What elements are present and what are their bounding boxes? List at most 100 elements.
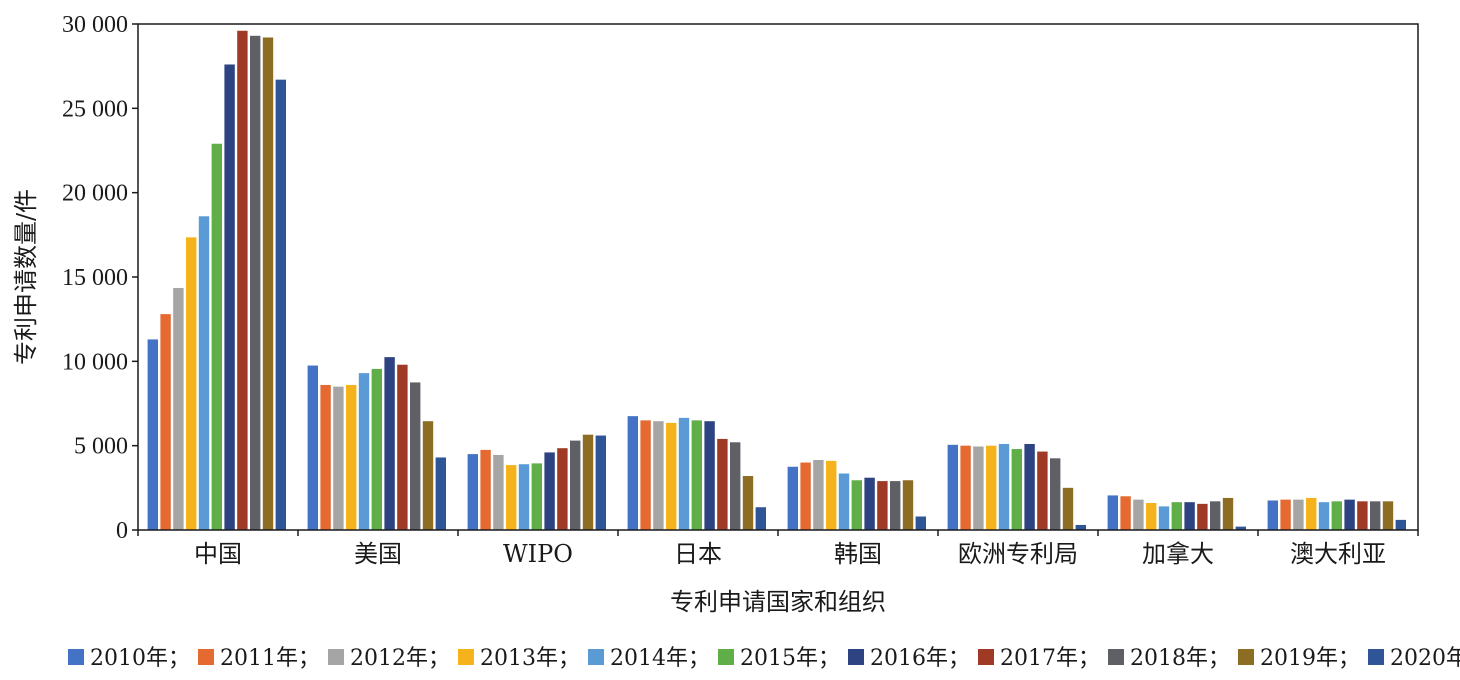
bar	[1280, 499, 1291, 530]
bar	[211, 143, 222, 530]
bar	[653, 421, 664, 530]
bar	[1382, 501, 1394, 530]
bar	[544, 452, 555, 530]
x-tick-label: 韩国	[834, 540, 882, 568]
bar	[704, 421, 715, 530]
bar	[480, 449, 491, 530]
bar	[800, 462, 811, 530]
y-tick-label: 15 000	[62, 265, 128, 291]
bar	[467, 454, 478, 530]
bar	[826, 460, 837, 530]
bar	[691, 420, 702, 530]
x-tick-label: 欧洲专利局	[958, 540, 1078, 568]
bar	[224, 64, 235, 530]
legend-label: 2018年；	[1130, 646, 1230, 671]
bar	[1011, 449, 1022, 530]
legend-label: 2012年；	[350, 646, 450, 671]
bar	[1293, 499, 1304, 530]
bars-group	[147, 30, 1406, 531]
legend: 2010年； 2011年； 2012年； 2013年； 2014年； 2015年； 2016…	[68, 646, 1460, 671]
bar	[813, 460, 824, 530]
bar	[435, 457, 446, 530]
bar	[851, 480, 862, 530]
bar	[1158, 506, 1170, 530]
bar	[147, 339, 158, 530]
y-tick-label: 10 000	[62, 349, 128, 375]
legend-swatch	[1108, 649, 1124, 665]
bar	[890, 481, 901, 530]
bar	[986, 445, 997, 530]
bar	[1024, 443, 1035, 530]
bar	[1210, 501, 1221, 530]
bar	[320, 384, 331, 530]
bar	[960, 445, 971, 530]
legend-label: 2013年；	[480, 646, 580, 671]
bar	[371, 368, 382, 530]
bar	[397, 364, 408, 530]
bar	[742, 476, 754, 530]
bar	[582, 434, 594, 530]
y-tick-label: 0	[116, 518, 128, 544]
legend-label: 2019年；	[1260, 646, 1360, 671]
bar	[173, 287, 184, 530]
legend-swatch	[1368, 649, 1384, 665]
x-axis: 中国 美国 WIPO 日本 韩国 欧洲专利局 加拿大 澳大利亚	[137, 530, 1419, 568]
bar	[973, 446, 984, 530]
x-axis-title: 专利申请国家和组织	[670, 588, 886, 616]
bar	[717, 438, 728, 530]
legend-swatch	[198, 649, 214, 665]
legend-label: 2015年；	[740, 646, 840, 671]
bar	[1235, 526, 1246, 530]
x-tick-label: 日本	[674, 540, 722, 568]
x-tick-label: WIPO	[503, 540, 573, 568]
legend-swatch	[978, 649, 994, 665]
bar	[1222, 497, 1234, 530]
bar	[1037, 451, 1048, 530]
legend-label: 2017年；	[1000, 646, 1100, 671]
bar	[787, 466, 798, 530]
bar	[1318, 502, 1330, 530]
legend-swatch	[328, 649, 344, 665]
bar	[678, 417, 690, 530]
bar	[237, 30, 248, 530]
bar	[333, 386, 344, 530]
bar	[838, 473, 850, 530]
bar	[557, 448, 568, 530]
bar	[1133, 499, 1144, 530]
bar	[1107, 495, 1118, 530]
x-tick-label: 中国	[194, 540, 242, 568]
bar	[384, 357, 395, 530]
bar	[275, 79, 286, 530]
bar	[877, 481, 888, 530]
y-tick-label: 30 000	[62, 12, 128, 38]
x-tick-label: 加拿大	[1142, 540, 1214, 568]
bar	[198, 216, 210, 530]
bar	[570, 440, 581, 530]
bar	[358, 373, 370, 530]
bar	[1344, 499, 1355, 530]
legend-label: 2020年	[1390, 646, 1460, 671]
bar	[531, 463, 542, 530]
bar	[627, 416, 638, 530]
legend-label: 2016年；	[870, 646, 970, 671]
bar	[915, 516, 926, 530]
bar	[1184, 502, 1195, 530]
bar	[307, 365, 318, 530]
bar	[422, 421, 434, 530]
y-axis-title: 专利申请数量/件	[12, 189, 40, 365]
y-axis: 0 5 000 10 000 15 000 20 000 25 000 30 000	[62, 12, 138, 544]
bar	[864, 477, 875, 530]
bar	[947, 444, 958, 530]
bar	[262, 37, 274, 531]
bar	[186, 237, 197, 531]
y-tick-label: 25 000	[62, 96, 128, 122]
bar	[1171, 502, 1182, 530]
legend-swatch	[458, 649, 474, 665]
bar	[595, 435, 606, 530]
bar	[1146, 503, 1157, 530]
bar	[493, 454, 504, 530]
bar	[640, 420, 651, 530]
x-tick-label: 澳大利亚	[1290, 540, 1386, 568]
bar	[730, 442, 741, 530]
bar	[755, 507, 766, 530]
